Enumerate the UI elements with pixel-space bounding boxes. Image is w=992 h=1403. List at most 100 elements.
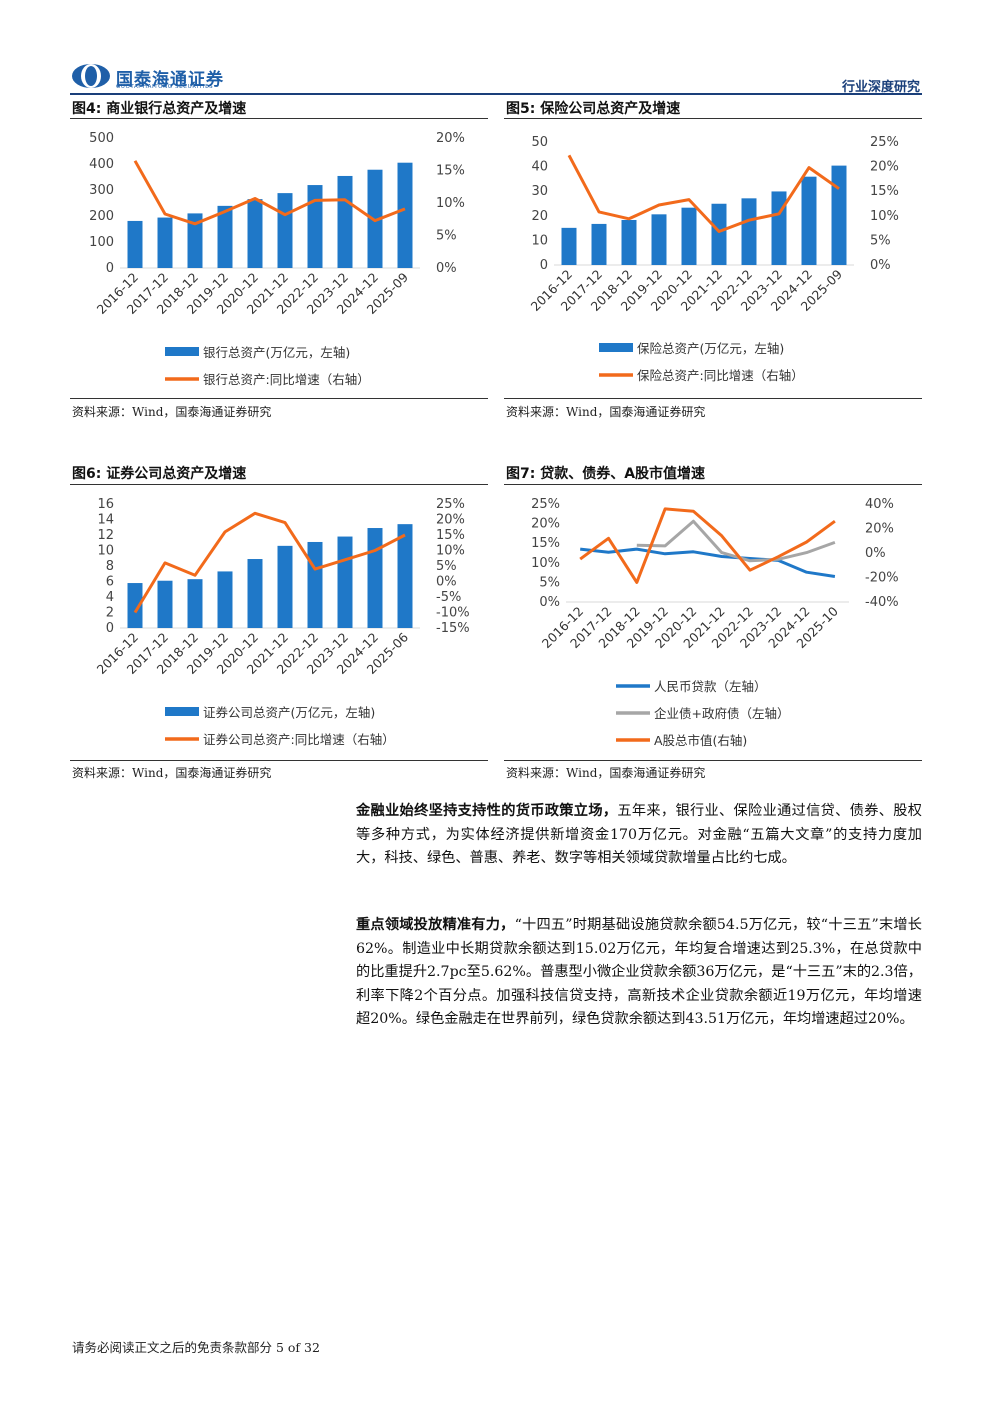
left-axis-tick-label: 0%	[539, 595, 560, 610]
legend-label: 证券公司总资产(万亿元，左轴)	[203, 705, 375, 720]
chart-bar	[277, 545, 293, 628]
chart-bar	[217, 571, 233, 628]
chart-bar	[651, 214, 667, 265]
chart-bar	[307, 541, 323, 628]
chart-series-line	[567, 154, 840, 233]
left-axis-tick-label: 30	[531, 184, 548, 199]
right-axis-tick-label: -15%	[436, 621, 470, 636]
figure-4-source: 资料来源：Wind，国泰海通证券研究	[72, 405, 272, 419]
paragraph-2-text: “十四五”时期基础设施贷款余额54.5万亿元，较“十三五”末增长62%。制造业中…	[356, 917, 922, 1027]
chart-bar	[801, 176, 817, 265]
figure-6-source: 资料来源：Wind，国泰海通证券研究	[72, 766, 272, 780]
legend-label: 银行总资产(万亿元，左轴)	[203, 345, 350, 360]
right-axis-tick-label: 0%	[436, 261, 457, 276]
document-type: 行业深度研究	[841, 80, 920, 95]
left-axis-tick-label: 10	[531, 233, 548, 248]
left-axis-tick-label: 25%	[531, 497, 560, 512]
left-axis-tick-label: 10	[97, 544, 114, 559]
left-axis-tick-label: 14	[97, 513, 114, 528]
figure-4-top-rule	[70, 118, 488, 119]
right-axis-tick-label: 10%	[436, 196, 465, 211]
paragraph-2-lead: 重点领域投放精准有力，	[356, 917, 515, 933]
right-axis-tick-label: 20%	[870, 160, 899, 175]
right-axis-tick-label: 5%	[436, 559, 457, 574]
figure-5-chart: 010203040500%5%10%15%20%25%2016-122017-1…	[528, 135, 899, 383]
right-axis-tick-label: 25%	[436, 497, 465, 512]
left-axis-tick-label: 50	[531, 135, 548, 150]
header-divider	[70, 93, 922, 95]
figure-6-bottom-rule	[70, 760, 488, 761]
left-axis-tick-label: 200	[89, 209, 114, 224]
chart-bar	[187, 213, 203, 268]
right-axis-tick-label: 5%	[436, 229, 457, 244]
legend-label: 保险总资产(万亿元，左轴)	[637, 341, 784, 356]
left-axis-tick-label: 10%	[531, 556, 560, 571]
figure-5-source: 资料来源：Wind，国泰海通证券研究	[506, 405, 706, 419]
chart-bar	[127, 583, 143, 628]
paragraph-1-lead: 金融业始终坚持支持性的货币政策立场，	[356, 803, 618, 819]
chart-bar	[247, 199, 263, 268]
left-axis-tick-label: 20	[531, 209, 548, 224]
right-axis-tick-label: 5%	[870, 233, 891, 248]
figure-6-top-rule	[70, 484, 488, 485]
left-axis-tick-label: 4	[106, 590, 114, 605]
chart-bar	[561, 227, 577, 265]
legend-label: 证券公司总资产:同比增速（右轴）	[203, 732, 395, 747]
chart-bar	[307, 185, 323, 268]
figure-4-title: 图4: 商业银行总资产及增速	[72, 101, 247, 117]
figure-5-title: 图5: 保险公司总资产及增速	[506, 101, 681, 117]
left-axis-tick-label: 300	[89, 183, 114, 198]
chart-bar	[621, 219, 637, 265]
chart-bar	[217, 205, 233, 268]
chart-series-line	[580, 547, 836, 578]
chart-bar	[681, 207, 697, 265]
left-axis-tick-label: 2	[106, 606, 114, 621]
right-axis-tick-label: -10%	[436, 606, 470, 621]
left-axis-tick-label: 8	[106, 559, 114, 574]
chart-bar	[771, 191, 787, 265]
chart-bar	[591, 223, 607, 265]
paragraph-1: 金融业始终坚持支持性的货币政策立场，五年来，银行业、保险业通过信贷、债券、股权等…	[356, 800, 922, 871]
right-axis-tick-label: 0%	[865, 546, 886, 561]
legend-label: 保险总资产:同比增速（右轴）	[637, 368, 804, 383]
figure-4-chart: 01002003004005000%5%10%15%20%2016-122017…	[89, 131, 465, 387]
chart-series-line	[133, 160, 406, 226]
legend-label: 企业债+政府债（左轴）	[654, 706, 789, 721]
logo-subtext: GUOTAI HAITONG SECURITIES	[116, 84, 214, 90]
chart-bar	[277, 193, 293, 268]
chart-bar	[187, 579, 203, 628]
chart-bar	[367, 528, 383, 628]
left-axis-tick-label: 5%	[539, 575, 560, 590]
chart-bar	[337, 536, 353, 628]
chart-series-line	[133, 511, 406, 614]
left-axis-tick-label: 12	[97, 528, 114, 543]
chart-bar	[157, 217, 173, 268]
left-axis-tick-label: 16	[97, 497, 114, 512]
right-axis-tick-label: 15%	[436, 164, 465, 179]
figure-6-title: 图6: 证券公司总资产及增速	[72, 466, 247, 482]
left-axis-tick-label: 40	[531, 160, 548, 175]
legend-swatch	[165, 707, 199, 716]
figure-5-bottom-rule	[504, 398, 922, 399]
figure-7-title: 图7: 贷款、债券、A股市值增速	[506, 466, 706, 482]
chart-bar	[127, 220, 143, 268]
left-axis-tick-label: 500	[89, 131, 114, 146]
left-axis-tick-label: 0	[106, 261, 114, 276]
chart-bar	[831, 165, 847, 265]
right-axis-tick-label: -20%	[865, 571, 899, 586]
figure-7-source: 资料来源：Wind，国泰海通证券研究	[506, 766, 706, 780]
figure-7-chart: 0%5%10%15%20%25%-40%-20%0%20%40%2016-122…	[531, 497, 899, 748]
figure-5-top-rule	[504, 118, 922, 119]
chart-bar	[337, 175, 353, 268]
chart-bar	[247, 559, 263, 628]
logo-mark-icon	[72, 64, 110, 88]
left-axis-tick-label: 20%	[531, 517, 560, 532]
right-axis-tick-label: 15%	[870, 184, 899, 199]
right-axis-tick-label: -40%	[865, 595, 899, 610]
figure-7-bottom-rule	[504, 760, 922, 761]
page-footer: 请务必阅读正文之后的免责条款部分 5 of 32	[72, 1340, 320, 1355]
left-axis-tick-label: 400	[89, 157, 114, 172]
legend-swatch	[165, 347, 199, 356]
figure-4-bottom-rule	[70, 398, 488, 399]
